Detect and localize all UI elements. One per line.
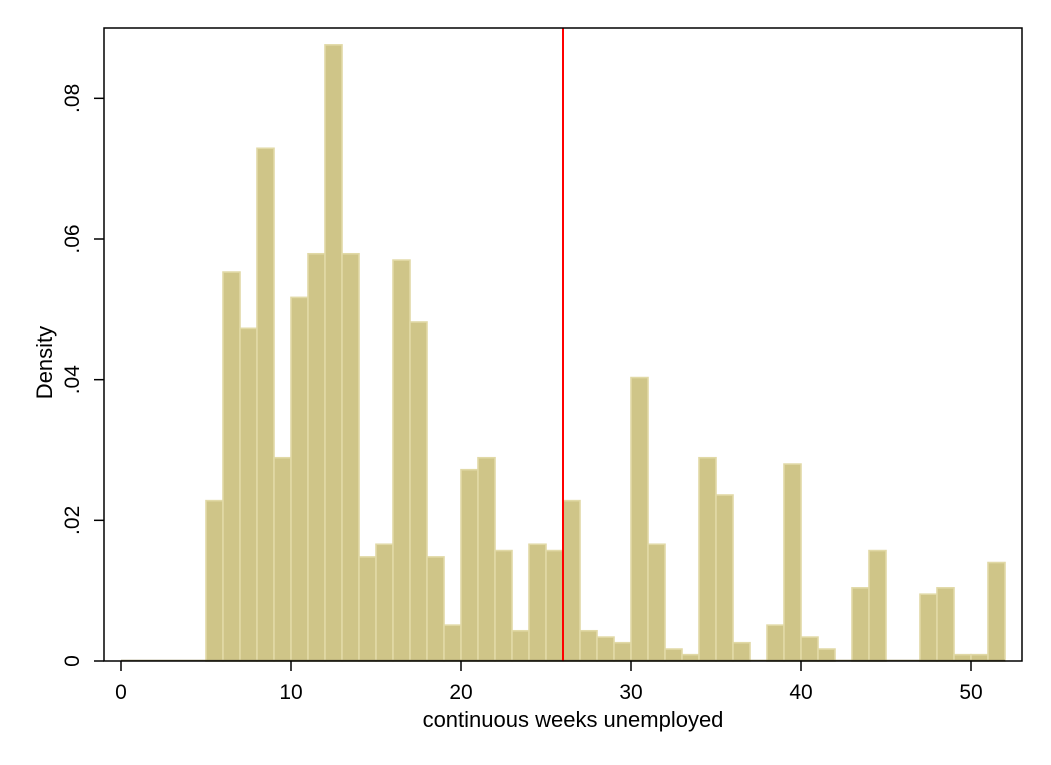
histogram-bar [290, 296, 309, 662]
histogram-bar [579, 629, 598, 662]
histogram-bar [919, 593, 938, 662]
histogram-bar [987, 561, 1006, 662]
y-tick-label: .04 [61, 365, 84, 395]
plot-frame [103, 27, 1023, 662]
histogram-bar [426, 556, 445, 662]
y-axis-ticks: 0 .02 .04 .06 .08 [61, 84, 104, 667]
histogram-bar [273, 456, 292, 662]
histogram-bar [664, 648, 683, 662]
histogram-bar [698, 456, 717, 662]
histogram-bar [647, 543, 666, 662]
histogram-bar [766, 624, 785, 662]
x-tick-label: 40 [789, 681, 812, 704]
histogram-bar [222, 271, 241, 662]
histogram-bar [596, 636, 615, 662]
histogram-bar [545, 549, 564, 662]
histogram-bar [817, 648, 836, 662]
x-axis-ticks: 0 10 20 30 40 50 [115, 661, 983, 704]
histogram-bar [324, 44, 343, 662]
histogram-bar [443, 624, 462, 662]
y-tick-label: 0 [61, 655, 84, 667]
histogram-bar [613, 641, 632, 662]
x-tick-label: 20 [449, 681, 472, 704]
histogram-bars [121, 44, 1006, 662]
histogram-bar [511, 629, 530, 662]
histogram-bar [630, 376, 649, 662]
histogram-bar [732, 641, 751, 662]
x-axis-title: continuous weeks unemployed [423, 707, 724, 732]
histogram-bar [307, 252, 326, 662]
histogram-bar [239, 327, 258, 662]
y-axis-title: Density [32, 326, 57, 399]
x-tick-label: 0 [115, 681, 127, 704]
histogram-bar [341, 252, 360, 662]
histogram-bar [392, 259, 411, 662]
histogram-bar [936, 587, 955, 662]
x-tick-label: 50 [959, 681, 982, 704]
histogram-bar [205, 499, 224, 662]
histogram-bar [494, 549, 513, 662]
histogram-bar [409, 321, 428, 662]
histogram-bar [800, 636, 819, 662]
y-tick-label: .02 [61, 506, 84, 535]
histogram-bar [562, 499, 581, 662]
histogram-bar [715, 494, 734, 662]
histogram-bar [460, 468, 479, 662]
histogram-bar [477, 456, 496, 662]
histogram-bar [868, 549, 887, 662]
histogram-bar [783, 463, 802, 662]
histogram-bar [851, 587, 870, 662]
histogram-bar [528, 543, 547, 662]
histogram-bar [358, 556, 377, 662]
histogram-bar [375, 543, 394, 662]
x-tick-label: 10 [279, 681, 302, 704]
y-tick-label: .06 [61, 224, 84, 253]
histogram-bar [256, 147, 275, 662]
y-tick-label: .08 [61, 84, 84, 113]
x-tick-label: 30 [619, 681, 642, 704]
